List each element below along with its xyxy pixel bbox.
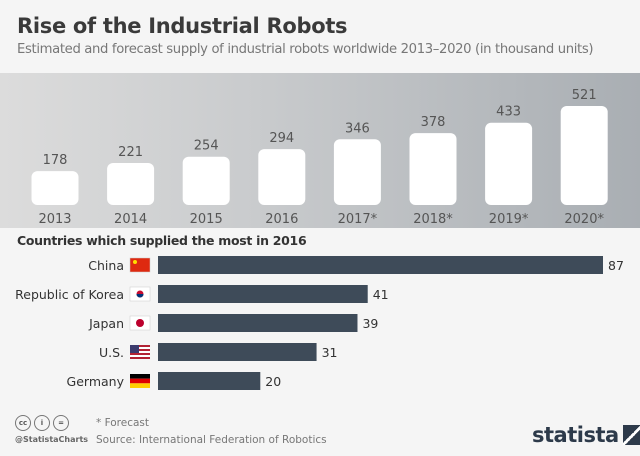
year-bar xyxy=(560,106,608,205)
year-bar xyxy=(485,122,533,205)
year-label: 2019* xyxy=(489,212,529,227)
statista-logo[interactable]: statista xyxy=(532,423,640,447)
bar-value-label: 39 xyxy=(362,316,378,331)
chart-title: Rise of the Industrial Robots xyxy=(17,14,348,38)
year-label: 2018* xyxy=(413,212,453,227)
cc-icon: cc xyxy=(15,415,31,431)
flag-icon xyxy=(129,286,151,302)
bar-value-label: 433 xyxy=(496,105,521,120)
twitter-handle[interactable]: @StatistaCharts xyxy=(15,435,89,444)
bar-value-label: 20 xyxy=(265,374,281,389)
flag-icon xyxy=(130,345,150,359)
bar-value-label: 31 xyxy=(322,345,338,360)
brand-text: statista xyxy=(532,423,619,447)
nd-icon: = xyxy=(53,415,69,431)
year-label: 2020* xyxy=(564,212,604,227)
flag-star xyxy=(133,260,137,264)
year-bar xyxy=(409,133,457,205)
flag-stripe xyxy=(130,355,150,357)
flag-field xyxy=(129,257,151,273)
year-bar xyxy=(258,149,306,205)
flag-icon xyxy=(129,315,151,331)
year-label: 2016 xyxy=(265,212,298,227)
year-label: 2013 xyxy=(38,212,71,227)
license-icons: cc i = xyxy=(15,415,69,431)
bar-value-label: 87 xyxy=(608,258,624,273)
flag-emblem xyxy=(136,294,144,298)
source-note: Source: International Federation of Robo… xyxy=(96,434,327,446)
bar-value-label: 254 xyxy=(194,139,219,154)
country-label: Japan xyxy=(88,316,124,331)
flag-stripe xyxy=(130,349,150,351)
bar-value-label: 346 xyxy=(345,121,370,136)
yearly-supply-chart: 178 2013 221 2014 254 2015 294 2016 346 2017* 378 2… xyxy=(31,88,608,227)
flag-stripe xyxy=(130,357,150,359)
bar-value-label: 221 xyxy=(118,145,143,160)
country-label: China xyxy=(88,258,124,273)
country-label: Germany xyxy=(67,374,125,389)
year-label: 2014 xyxy=(114,212,147,227)
flag-stripe xyxy=(130,378,150,384)
year-label: 2017* xyxy=(338,212,378,227)
country-bar xyxy=(158,285,368,303)
bar-value-label: 521 xyxy=(572,88,597,103)
flag-stripe xyxy=(130,374,150,379)
bar-value-label: 378 xyxy=(421,115,446,130)
chart-background-band xyxy=(0,73,640,228)
country-label: U.S. xyxy=(99,345,124,360)
country-supply-chart: China 87 Republic of Korea 41 Japan 39 U.S. 31 G… xyxy=(15,256,624,390)
forecast-note: * Forecast xyxy=(96,417,150,429)
year-label: 2015 xyxy=(190,212,223,227)
flag-stripe xyxy=(130,383,150,388)
flag-stripe xyxy=(130,351,150,353)
year-bar xyxy=(107,163,155,205)
statista-logo-icon xyxy=(622,425,640,445)
country-bar xyxy=(158,343,317,361)
flag-canton xyxy=(130,345,139,353)
year-bar xyxy=(333,139,381,205)
chart-subtitle: Estimated and forecast supply of industr… xyxy=(17,42,594,57)
flag-stripe xyxy=(130,353,150,355)
flag-icon xyxy=(130,374,150,388)
bar-value-label: 41 xyxy=(373,287,389,302)
flag-disc xyxy=(136,319,144,327)
country-bar xyxy=(158,314,358,332)
flag-stripe xyxy=(130,347,150,349)
flag-icon xyxy=(129,257,151,273)
section-title: Countries which supplied the most in 201… xyxy=(17,233,307,248)
bar-value-label: 294 xyxy=(269,131,294,146)
country-bar xyxy=(158,256,603,274)
flag-stripe xyxy=(130,345,150,347)
country-label: Republic of Korea xyxy=(15,287,124,302)
year-bar xyxy=(31,171,79,205)
bar-value-label: 178 xyxy=(43,153,68,168)
by-icon: i xyxy=(34,415,50,431)
country-bar xyxy=(158,372,261,390)
year-bar xyxy=(182,156,230,205)
